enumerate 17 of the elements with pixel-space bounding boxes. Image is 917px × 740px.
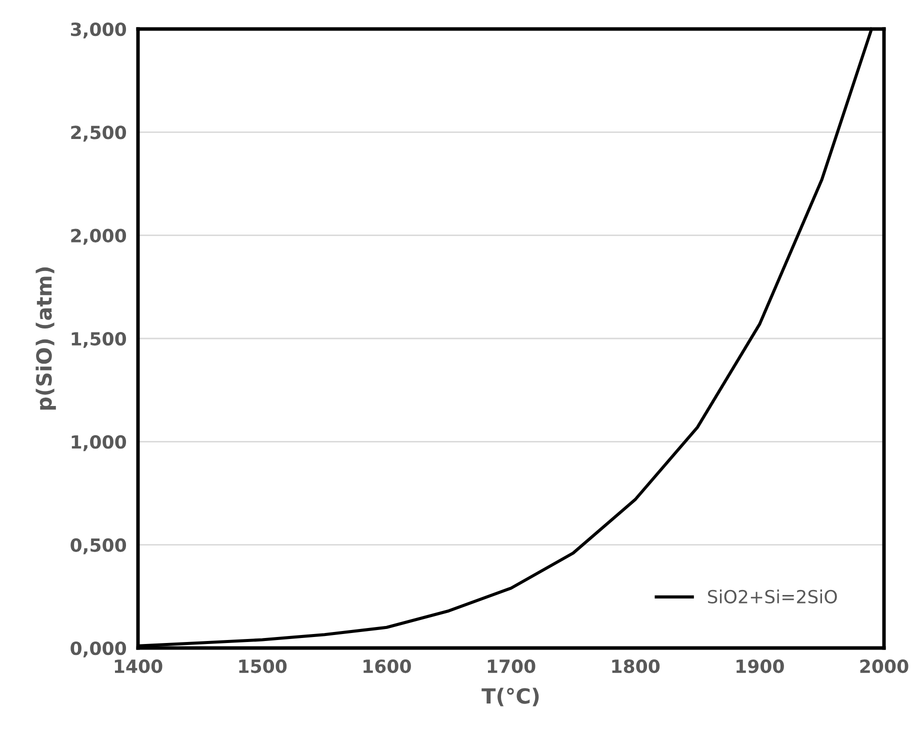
x-tick-label: 1500 <box>239 659 287 674</box>
y-tick-label: 1,500 <box>72 332 126 348</box>
x-tick-label: 1400 <box>114 659 162 674</box>
x-tick-label: 2000 <box>860 659 908 674</box>
legend-label: SiO2+Si=2SiO <box>708 590 837 604</box>
x-tick-label: 1600 <box>364 659 411 674</box>
y-tick-label: 3,000 <box>70 22 126 38</box>
y-tick-label: 1,000 <box>72 435 126 452</box>
x-tick-label: 1700 <box>488 659 536 674</box>
y-tick-label: 2,000 <box>71 228 126 245</box>
y-tick-label: 2,500 <box>71 126 126 142</box>
x-tick-label: 1900 <box>736 659 784 674</box>
y-tick-label: 0,000 <box>70 641 126 658</box>
x-tick-label: 1800 <box>612 659 660 674</box>
x-axis-title: T(°C) <box>482 688 539 706</box>
y-tick-label: 0,500 <box>70 538 126 554</box>
y-axis-title: p(SiO) (atm) <box>36 267 56 410</box>
